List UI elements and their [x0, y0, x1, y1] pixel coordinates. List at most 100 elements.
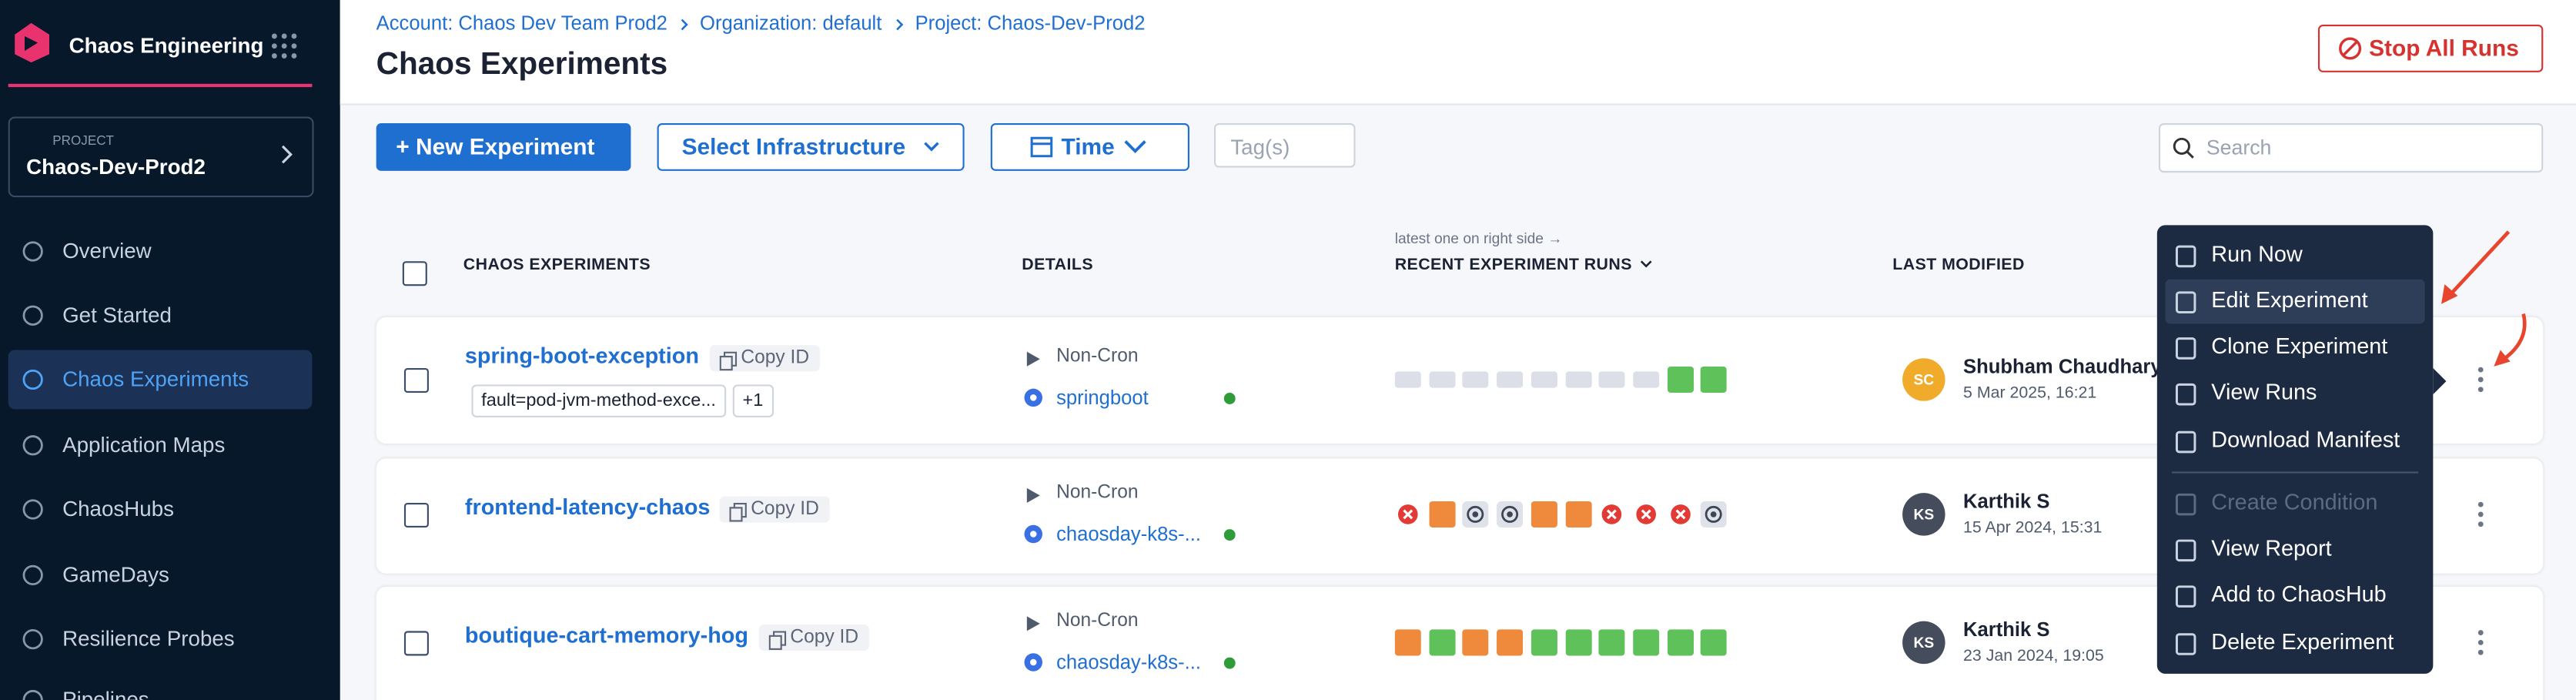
- time-btn[interactable]: [990, 123, 1189, 171]
- page-title: Chaos Experiments: [376, 47, 668, 82]
- new-experiment[interactable]: + New Experiment: [396, 132, 595, 159]
- breadcrumb[interactable]: Account: Chaos Dev Team Prod2: [376, 11, 667, 35]
- run-status: [1397, 504, 1418, 524]
- search-icon: [2173, 137, 2194, 159]
- nav-icon: [22, 369, 43, 390]
- nav-item[interactable]: Chaos Experiments: [62, 366, 249, 391]
- experiment-name[interactable]: spring-boot-exception: [464, 343, 699, 369]
- run-status: [1531, 501, 1557, 528]
- tag: fault=pod-jvm-method-exce...: [471, 384, 726, 418]
- experiment-name[interactable]: boutique-cart-memory-hog: [464, 622, 749, 648]
- run-status: [1497, 501, 1524, 528]
- nav-item[interactable]: Resilience Probes: [62, 626, 235, 651]
- k8s-icon: [1024, 524, 1042, 544]
- k8s-icon: [1024, 653, 1042, 672]
- run-status: [1497, 629, 1524, 656]
- time-label[interactable]: Time: [1061, 132, 1115, 159]
- copy-icon: [729, 502, 747, 522]
- nav-icon: [22, 305, 43, 326]
- project-selector[interactable]: [8, 116, 314, 198]
- apps-icon[interactable]: [271, 33, 297, 59]
- run-status: [1564, 629, 1591, 656]
- stop-button-frame[interactable]: [2317, 25, 2544, 72]
- row-checkbox[interactable]: [403, 631, 429, 656]
- select-all[interactable]: [402, 261, 427, 286]
- run-status: [1531, 629, 1557, 656]
- infra-btn[interactable]: [657, 123, 965, 171]
- schedule: Non-Cron: [1056, 611, 1139, 631]
- calendar-icon: [1030, 136, 1053, 158]
- row-checkbox[interactable]: [403, 502, 429, 528]
- kebab: [2477, 501, 2484, 528]
- nav-item[interactable]: GameDays: [62, 561, 169, 587]
- run-status: [1670, 504, 1690, 524]
- experiment-name[interactable]: frontend-latency-chaos: [464, 494, 711, 520]
- schedule: Non-Cron: [1056, 347, 1139, 367]
- sort-caret: [1640, 260, 1652, 268]
- kebab: [2477, 630, 2484, 655]
- run-status: [1598, 629, 1625, 656]
- breadcrumb[interactable]: Organization: default: [700, 11, 882, 35]
- menu-icon: [2175, 430, 2196, 454]
- run-status: [1394, 629, 1421, 656]
- status-dot: [1223, 393, 1236, 404]
- breadcrumb[interactable]: Project: Chaos-Dev-Prod2: [915, 11, 1146, 35]
- column-header: CHAOS EXPERIMENTS: [463, 256, 651, 275]
- column-header: DETAILS: [1022, 256, 1093, 275]
- nav-icon: [22, 689, 43, 700]
- run-status: [1632, 371, 1660, 388]
- stop-all-runs[interactable]: Stop All Runs: [2369, 34, 2519, 61]
- modified-date: 5 Mar 2025, 16:21: [1963, 384, 2097, 403]
- run-status: [1497, 371, 1524, 388]
- chevron: [281, 145, 293, 164]
- menu-item[interactable]: Add to ChaosHub: [2211, 581, 2387, 607]
- infra-label[interactable]: Select Infrastructure: [681, 132, 906, 159]
- menu-item[interactable]: Run Now: [2211, 241, 2303, 266]
- menu-item[interactable]: Delete Experiment: [2211, 629, 2394, 655]
- run-status: [1428, 629, 1455, 656]
- play-icon: [1026, 487, 1040, 503]
- user-name: Shubham Chaudhary: [1963, 354, 2162, 378]
- menu-item[interactable]: View Report: [2211, 535, 2332, 561]
- menu-item: Create Condition: [2211, 489, 2378, 514]
- run-status: [1701, 629, 1728, 656]
- menu-item[interactable]: View Runs: [2211, 379, 2317, 404]
- copy-id[interactable]: Copy ID: [709, 345, 819, 372]
- caret: [924, 142, 939, 152]
- tags-input[interactable]: [1213, 123, 1356, 168]
- run-status: [1701, 366, 1728, 394]
- new-experiment-btn[interactable]: [376, 123, 631, 171]
- play-icon: [1026, 351, 1040, 367]
- breadcrumb-sep: [896, 18, 904, 31]
- row-checkbox[interactable]: [403, 368, 429, 394]
- column-header: RECENT EXPERIMENT RUNS: [1394, 256, 1632, 275]
- menu-item[interactable]: Clone Experiment: [2211, 333, 2388, 359]
- app-title: Chaos Engineering: [69, 32, 264, 58]
- run-status: [1463, 501, 1490, 528]
- nav-item[interactable]: Pipelines: [62, 686, 149, 700]
- schedule: Non-Cron: [1056, 483, 1139, 503]
- menu-item[interactable]: Edit Experiment: [2211, 287, 2368, 313]
- avatar: SC: [1902, 358, 1945, 401]
- nav-item[interactable]: Application Maps: [62, 432, 226, 457]
- search-box[interactable]: [2158, 123, 2544, 173]
- menu-item[interactable]: Download Manifest: [2211, 427, 2400, 452]
- nav-item[interactable]: Get Started: [62, 302, 172, 327]
- run-status: [1463, 629, 1490, 656]
- stop-icon: [2339, 37, 2362, 60]
- annotation-arrow: [2494, 313, 2527, 367]
- kebab: [2477, 367, 2484, 393]
- project-name: Chaos-Dev-Prod2: [26, 154, 206, 179]
- infrastructure[interactable]: chaosday-k8s-...: [1056, 522, 1202, 546]
- nav-item[interactable]: Overview: [62, 238, 152, 263]
- menu-pointer: [2433, 368, 2447, 395]
- infrastructure[interactable]: springboot: [1056, 386, 1149, 410]
- nav-item[interactable]: ChaosHubs: [62, 496, 175, 521]
- run-status: [1701, 501, 1728, 528]
- run-status: [1632, 629, 1660, 656]
- user-name: Karthik S: [1963, 618, 2050, 641]
- menu-icon: [2175, 245, 2196, 268]
- run-status: [1463, 371, 1490, 388]
- infrastructure[interactable]: chaosday-k8s-...: [1056, 651, 1202, 674]
